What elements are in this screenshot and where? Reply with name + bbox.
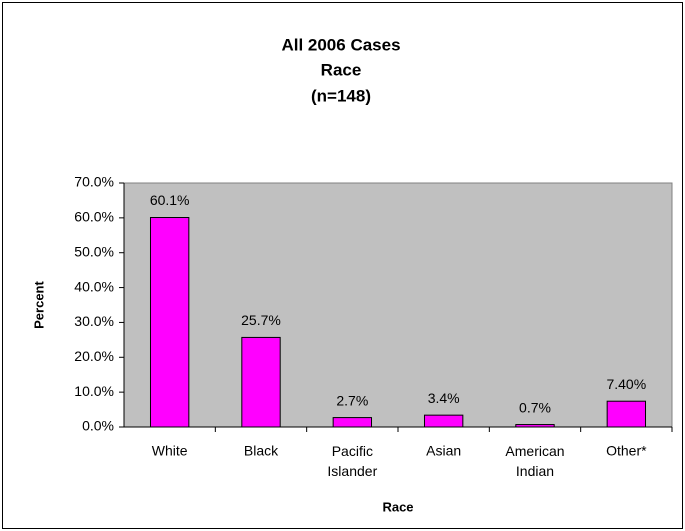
data-label: 60.1% (150, 192, 190, 208)
x-tick-label: Black (244, 443, 279, 459)
y-tick-label: 10.0% (74, 383, 114, 399)
x-tick-label: Pacific Islander (327, 443, 377, 479)
data-label: 7.40% (606, 376, 646, 392)
y-tick-label: 20.0% (74, 348, 114, 364)
chart-title: All 2006 Cases (281, 35, 400, 54)
x-tick-label: American Indian (505, 443, 564, 479)
bar (149, 217, 190, 428)
plot-area (123, 182, 673, 428)
y-tick-label: 40.0% (74, 278, 114, 294)
bar (241, 336, 281, 428)
bar (515, 424, 555, 428)
x-tick-label: Other* (606, 443, 647, 459)
chart-title: (n=148) (311, 86, 371, 105)
y-tick-label: 30.0% (74, 313, 114, 329)
chart-title: Race (321, 60, 362, 79)
y-tick-label: 50.0% (74, 243, 114, 259)
bar (423, 414, 464, 428)
bar (332, 417, 373, 428)
x-tick-label: Asian (426, 443, 461, 459)
x-tick-label: White (152, 443, 188, 459)
y-tick-label: 70.0% (74, 174, 114, 190)
data-label: 2.7% (336, 392, 368, 408)
data-label: 0.7% (519, 399, 551, 415)
y-tick-label: 0.0% (82, 418, 114, 434)
y-axis-title: Percent (31, 280, 46, 328)
bar (606, 400, 647, 428)
data-label: 3.4% (428, 390, 460, 406)
data-label: 25.7% (241, 312, 281, 328)
y-tick-label: 60.0% (74, 209, 114, 225)
x-axis-title: Race (382, 499, 413, 514)
